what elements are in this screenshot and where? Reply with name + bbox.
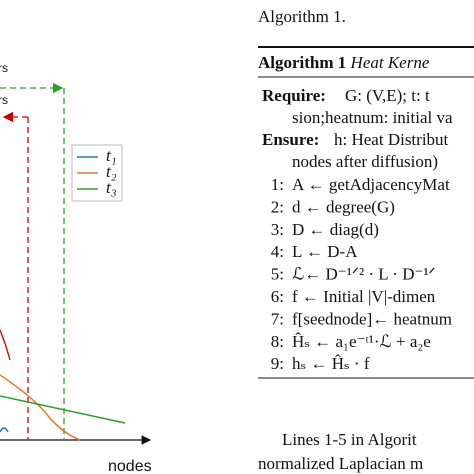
header-text: Algorithm 1. bbox=[258, 7, 346, 26]
step-number: 6: bbox=[271, 287, 284, 306]
step-number: 2: bbox=[271, 197, 284, 216]
paragraph-line: Lines 1-5 in Algorit bbox=[282, 430, 417, 449]
step-text: A ← getAdjacencyMat bbox=[292, 175, 450, 194]
step-number: 1: bbox=[271, 175, 284, 194]
annotation: rs bbox=[0, 61, 8, 75]
curve bbox=[0, 427, 9, 433]
step-number: 8: bbox=[271, 332, 284, 351]
x-axis-label: nodes bbox=[108, 458, 152, 474]
legend-label: t₃ bbox=[106, 178, 117, 197]
paragraph: Lines 1-5 in Algorit normalized Laplacian… bbox=[258, 430, 423, 473]
curve bbox=[0, 329, 11, 361]
step-number: 7: bbox=[271, 309, 284, 328]
curve bbox=[0, 395, 126, 424]
algorithm-title: Algorithm 1 Heat Kerne bbox=[258, 53, 430, 72]
ensure-label: Ensure: bbox=[262, 130, 319, 149]
step-text: f[seednode]← heatnum bbox=[292, 309, 452, 328]
title-italic: Heat Kerne bbox=[350, 53, 430, 72]
step-text: d ← degree(G) bbox=[292, 197, 395, 216]
document: Algorithm 1. Algorithm 1 Heat Kerne Requ… bbox=[258, 7, 474, 473]
ensure-text: nodes after diffusion) bbox=[292, 152, 438, 171]
step-text: f ← Initial |V|-dimen bbox=[292, 287, 436, 306]
step-text: hₛ ← Ĥₛ · f bbox=[292, 354, 370, 373]
legend-label: t₁ bbox=[106, 146, 117, 165]
curves bbox=[0, 374, 126, 441]
title-bold: Algorithm 1 bbox=[258, 53, 346, 72]
step-text: ℒ← D⁻¹ᐟ² · L · D⁻¹ᐟ bbox=[292, 265, 436, 284]
require-text: G: (V,E); t: t bbox=[345, 86, 430, 105]
require-label: Require: bbox=[262, 86, 326, 105]
legend-label: t₂ bbox=[106, 162, 117, 181]
step-text: D ← diag(d) bbox=[292, 220, 379, 239]
ensure-text: h: Heat Distribut bbox=[334, 130, 449, 149]
require-text: sion;heatnum: initial va bbox=[292, 108, 453, 127]
step-text: Ĥₛ ← a₁e⁻ᵗ¹·ℒ + a₂e bbox=[292, 332, 431, 351]
step-number: 9: bbox=[271, 354, 284, 373]
step-text: L ← D-A bbox=[292, 242, 358, 261]
paragraph-line: normalized Laplacian m bbox=[258, 454, 423, 473]
step-number: 4: bbox=[271, 242, 284, 261]
curve bbox=[0, 374, 81, 441]
step-number: 5: bbox=[271, 265, 284, 284]
annotation: rs bbox=[0, 93, 8, 107]
steps: 1: A ← getAdjacencyMat 2: d ← degree(G) 3: D … bbox=[271, 175, 452, 373]
step-number: 3: bbox=[271, 220, 284, 239]
